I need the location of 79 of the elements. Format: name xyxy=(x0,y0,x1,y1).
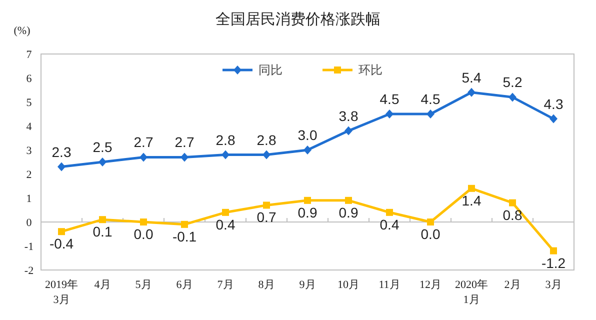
point xyxy=(140,152,148,162)
point xyxy=(468,88,476,97)
data-label: -1.2 xyxy=(541,254,566,271)
point xyxy=(304,196,311,204)
x-tick-label: 2020年 1月 xyxy=(455,279,488,306)
point xyxy=(140,218,147,226)
data-label: 2.7 xyxy=(174,134,194,150)
data-label: 3.0 xyxy=(298,127,318,143)
point xyxy=(508,92,516,102)
x-tick-label: 7月 xyxy=(217,279,234,291)
data-label: 2.8 xyxy=(216,132,236,148)
point xyxy=(468,184,475,192)
point xyxy=(426,110,434,118)
x-tick-label: 2019年 3月 xyxy=(45,279,78,306)
x-tick-label: 6月 xyxy=(176,279,193,291)
point xyxy=(99,216,106,224)
point xyxy=(386,208,393,216)
data-label: 1.4 xyxy=(462,192,482,208)
y-tick-label: -2 xyxy=(24,265,34,277)
data-label: 0.7 xyxy=(256,209,276,226)
data-label: 4.3 xyxy=(544,96,564,112)
x-tick-label: 10月 xyxy=(338,279,360,291)
data-label: 3.8 xyxy=(338,108,358,124)
point xyxy=(222,208,229,216)
data-label: 2.5 xyxy=(92,139,112,155)
data-label: 0.4 xyxy=(216,216,236,232)
point xyxy=(509,199,516,206)
point xyxy=(180,152,188,162)
data-label: 0.9 xyxy=(338,204,358,220)
point xyxy=(263,202,270,209)
x-tick-label: 8月 xyxy=(258,279,275,291)
point xyxy=(98,158,106,166)
y-tick-label: -1 xyxy=(24,241,34,253)
data-label: 5.2 xyxy=(502,74,522,90)
x-tick-label: 5月 xyxy=(135,279,152,291)
point xyxy=(386,110,394,118)
data-label: 2.3 xyxy=(52,144,72,160)
point xyxy=(181,220,188,228)
data-label: 0.4 xyxy=(380,216,400,232)
point xyxy=(58,228,65,236)
point xyxy=(344,126,352,136)
data-label: 4.5 xyxy=(380,91,400,107)
x-tick-label: 12月 xyxy=(420,279,442,291)
data-label: 4.5 xyxy=(420,91,440,107)
data-label: -0.1 xyxy=(172,228,197,244)
point xyxy=(550,114,558,124)
y-tick-label: 7 xyxy=(26,49,32,61)
y-tick-label: 4 xyxy=(26,121,32,133)
data-label: 0.0 xyxy=(420,226,440,242)
point xyxy=(262,150,270,160)
legend-label: 环比 xyxy=(358,63,382,77)
y-tick-label: 0 xyxy=(26,217,32,229)
data-label: 0.9 xyxy=(298,204,318,220)
point xyxy=(222,150,230,160)
y-tick-label: 5 xyxy=(26,97,32,109)
x-tick-label: 2月 xyxy=(504,279,521,291)
x-tick-label: 3月 xyxy=(545,279,562,291)
data-label: 0.1 xyxy=(92,224,112,240)
point xyxy=(58,162,66,172)
data-label: 0.0 xyxy=(134,226,154,242)
y-tick-label: 2 xyxy=(26,169,32,181)
point xyxy=(427,218,434,226)
x-tick-label: 9月 xyxy=(299,279,316,291)
legend-label: 同比 xyxy=(258,63,282,77)
data-label: 0.8 xyxy=(502,206,522,223)
chart-title: 全国居民消费价格涨跌幅 xyxy=(216,11,380,28)
point xyxy=(550,247,557,254)
y-axis-title: (%) xyxy=(14,25,31,37)
data-label: -0.4 xyxy=(49,236,74,252)
data-label: 2.8 xyxy=(256,132,276,148)
x-tick-label: 11月 xyxy=(378,279,400,291)
point xyxy=(304,146,312,154)
data-label: 5.4 xyxy=(462,69,482,86)
y-tick-label: 6 xyxy=(26,73,32,85)
point xyxy=(345,196,352,204)
y-tick-label: 3 xyxy=(26,145,32,157)
x-tick-label: 4月 xyxy=(94,279,111,291)
data-label: 2.7 xyxy=(134,134,154,150)
y-tick-label: 1 xyxy=(26,193,32,205)
